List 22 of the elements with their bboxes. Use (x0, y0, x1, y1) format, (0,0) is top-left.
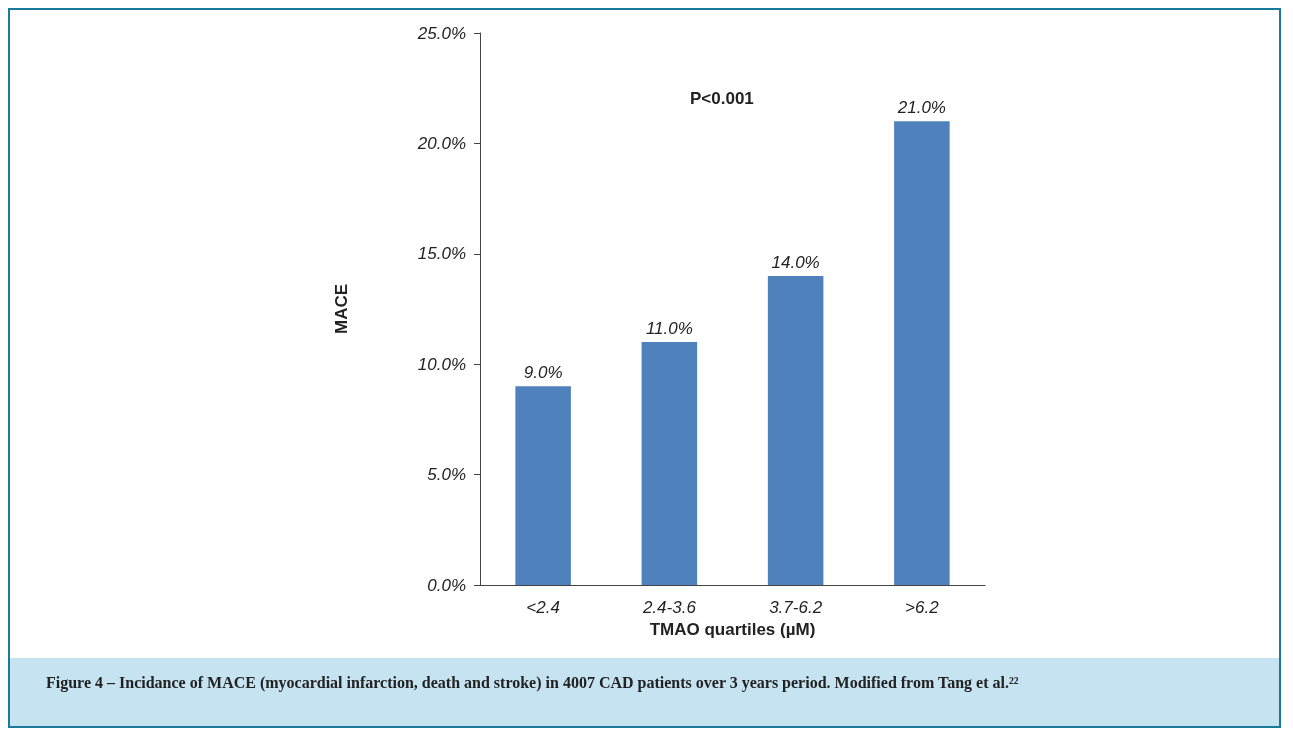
bar (641, 342, 698, 585)
y-tick-label: 25.0% (416, 23, 466, 43)
data-label: 14.0% (771, 252, 820, 272)
x-tick-label: >6.2 (905, 598, 940, 617)
bar (767, 275, 824, 585)
x-axis-title: TMAO quartiles (µM) (649, 620, 816, 639)
y-tick-label: 20.0% (416, 133, 466, 153)
y-tick-label: 15.0% (417, 244, 466, 264)
data-label: 21.0% (896, 98, 946, 118)
y-tick-label: 0.0% (427, 575, 466, 595)
caption: Figure 4 – Incidance of MACE (myocardial infarction, death and stroke) in 4007 CAD patients over 3 years period. Modified from Tang et al.²² (10, 658, 1279, 726)
data-label: 11.0% (645, 319, 693, 339)
y-axis-title: MACE (332, 283, 351, 335)
annotation: P<0.001 (690, 89, 754, 108)
bar (894, 121, 950, 585)
y-tick-label: 5.0% (427, 465, 466, 485)
bar (515, 386, 571, 585)
x-tick-label: 2.4-3.6 (641, 598, 697, 617)
x-tick-label: <2.4 (526, 598, 560, 617)
x-tick-label: 3.7-6.2 (769, 598, 823, 617)
data-label: 9.0% (523, 363, 563, 383)
y-tick-label: 10.0% (417, 354, 466, 374)
